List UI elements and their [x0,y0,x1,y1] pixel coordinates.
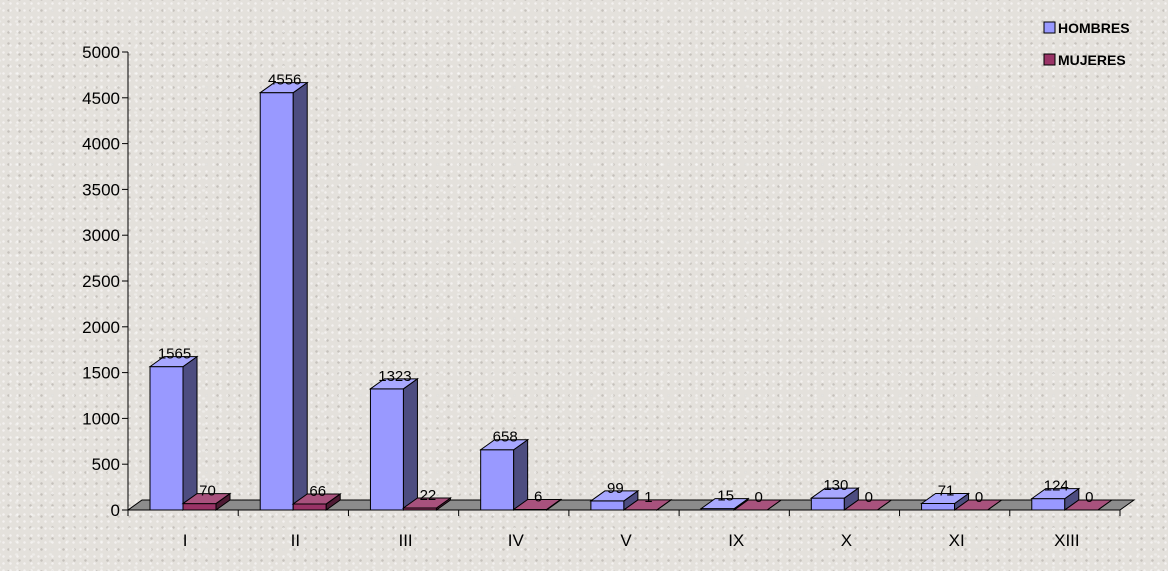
y-tick-label: 500 [92,455,120,474]
data-label-hombres: 130 [823,477,848,494]
bar-side [513,438,529,511]
x-tick-label: X [841,531,852,550]
data-label-hombres: 658 [493,429,518,446]
data-label-mujeres: 0 [754,489,762,506]
data-label-hombres: 124 [1044,478,1069,495]
bar-mujeres [622,498,673,511]
bar-top [368,378,420,390]
bar-top [809,487,860,499]
y-tick-label: 4500 [82,89,120,108]
bar-hombres [479,438,530,511]
bar-side [182,355,198,511]
data-label-mujeres: 70 [199,483,216,500]
bar-top [919,492,971,504]
bar-front [810,497,845,511]
y-axis: 0 500 1000 1500 2000 2500 3000 3500 4000 4500 5000 [82,43,129,520]
bar-top [842,499,893,511]
bars [148,81,1114,511]
data-label-hombres: 4556 [268,72,301,89]
data-label-mujeres: 1 [644,489,652,506]
bar-front [1031,498,1066,511]
y-tick-label: 5000 [82,43,120,62]
bar-front [369,388,404,511]
y-tick-label: 0 [111,501,120,520]
y-tick-label: 4000 [82,135,120,154]
bar-top [622,499,673,511]
x-tick-label: XIII [1054,531,1080,550]
data-label-mujeres: 0 [1085,489,1093,506]
y-tick-label: 1000 [82,409,120,428]
bar-top [1030,488,1081,500]
bar-top [479,439,530,451]
bar-mujeres [401,497,453,511]
data-label-mujeres: 0 [865,489,873,506]
legend-swatch [1043,53,1056,66]
data-labels: 1565 70 4556 66 1323 22 658 6 99 1 15 0 130 0 71 0 124 0 [158,72,1094,506]
legend-label: MUJERES [1058,52,1126,68]
bar-mujeres [291,492,342,511]
bar-hombres [1030,487,1081,511]
bar-top [291,493,342,505]
y-tick-label: 3000 [82,226,120,245]
bar-mujeres [952,499,1004,511]
data-label-hombres: 99 [607,480,624,497]
bar-top [148,356,199,368]
bar-hombres [809,487,860,511]
bar-hombres [589,489,640,511]
y-tick-label: 2500 [82,272,120,291]
data-label-mujeres: 22 [420,487,437,504]
x-tick-label: XI [949,531,965,550]
legend: HOMBRES MUJERES [1043,20,1130,68]
x-tick-label: V [620,531,632,550]
x-axis-labels: I II III IV V IX X XI XIII [127,510,1121,550]
x-tick-label: II [291,531,300,550]
bar-mujeres [181,492,232,511]
data-label-mujeres: 0 [975,489,983,506]
bar-hombres [368,377,420,511]
bar-hombres [258,81,309,511]
bar-top [401,497,453,509]
x-tick-label: III [398,531,412,550]
x-tick-label: IV [508,531,525,550]
bar-top [732,499,783,511]
bar-top [1063,499,1114,511]
bar-side [292,81,308,511]
bar-side [402,377,418,511]
data-label-hombres: 1565 [158,346,191,363]
bar-top [512,498,563,510]
bar-hombres [919,492,971,511]
bar-top [589,490,640,502]
x-tick-label: IX [728,531,744,550]
bar-front [149,366,184,511]
bar-hombres [699,497,750,511]
bar-front [292,503,327,511]
bar-top [699,498,750,510]
data-label-hombres: 71 [938,482,955,499]
legend-label: HOMBRES [1058,20,1130,36]
y-tick-label: 1500 [82,364,120,383]
bar-front [259,92,294,511]
y-tick-label: 2000 [82,318,120,337]
bar-mujeres [1063,499,1114,511]
bar-front [590,500,625,511]
x-tick-label: I [183,531,188,550]
bar-mujeres [842,499,893,511]
data-label-hombres: 15 [717,488,734,505]
bar-top [952,499,1004,511]
bar-top [181,493,232,505]
data-label-mujeres: 66 [309,483,326,500]
bar-front [921,502,956,511]
y-tick-label: 3500 [82,180,120,199]
bar-front [480,449,515,511]
bar-hombres [148,355,199,511]
bar-mujeres [732,499,783,511]
data-label-mujeres: 6 [534,488,542,505]
data-label-hombres: 1323 [378,368,411,385]
bar-mujeres [512,498,563,511]
bar-front [182,503,217,511]
legend-swatch [1043,21,1056,34]
bar-top [258,82,309,94]
